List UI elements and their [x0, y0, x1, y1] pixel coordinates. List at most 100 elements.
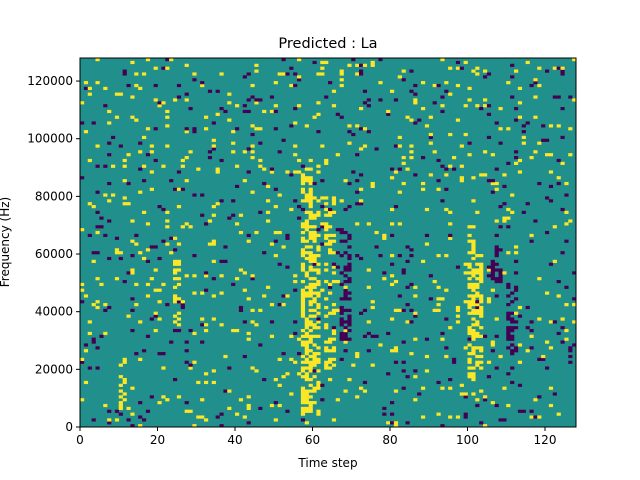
- heatmap-cell: [401, 369, 406, 373]
- heatmap-cell: [176, 95, 182, 99]
- heatmap-cell: [266, 199, 271, 203]
- heatmap-cell: [293, 279, 298, 284]
- heatmap-cell: [510, 300, 515, 304]
- heatmap-cell: [161, 207, 166, 212]
- heatmap-cell: [471, 300, 476, 304]
- heatmap-cell: [273, 377, 278, 382]
- heatmap-cell: [107, 109, 112, 114]
- y-tick-label: 120000: [27, 74, 73, 88]
- heatmap-cell: [269, 303, 275, 307]
- heatmap-cell: [475, 104, 480, 108]
- heatmap-cell: [362, 380, 368, 385]
- heatmap-cell: [378, 343, 383, 347]
- heatmap-cell: [254, 323, 259, 327]
- heatmap-cell: [351, 170, 356, 174]
- heatmap-cell: [541, 124, 546, 128]
- heatmap-cell: [122, 158, 127, 163]
- heatmap-cell: [242, 320, 247, 324]
- heatmap-cell: [231, 199, 236, 203]
- heatmap-cell: [401, 181, 406, 186]
- heatmap-cell: [479, 277, 484, 281]
- heatmap-cell: [223, 109, 228, 114]
- heatmap-cell: [142, 256, 147, 261]
- heatmap-cell: [312, 285, 317, 289]
- heatmap-cell: [300, 239, 306, 243]
- heatmap-cell: [223, 259, 228, 263]
- heatmap-cell: [514, 285, 519, 289]
- heatmap-cell: [300, 173, 306, 177]
- heatmap-cell: [114, 251, 120, 255]
- heatmap-cell: [304, 401, 309, 405]
- heatmap-cell: [471, 331, 476, 336]
- heatmap-cell: [91, 303, 96, 307]
- heatmap-cell: [331, 349, 337, 353]
- heatmap-cell: [475, 66, 480, 70]
- heatmap-cell: [390, 421, 395, 425]
- heatmap-cell: [324, 213, 329, 217]
- heatmap-cell: [421, 81, 426, 85]
- heatmap-cell: [386, 109, 391, 114]
- heatmap-cell: [331, 303, 337, 307]
- heatmap-cell: [506, 334, 511, 338]
- heatmap-cell: [471, 392, 476, 396]
- heatmap-cell: [80, 300, 85, 304]
- heatmap-cell: [269, 242, 275, 246]
- heatmap-cell: [300, 369, 306, 373]
- heatmap-cell: [331, 328, 337, 333]
- heatmap-cell: [556, 95, 561, 99]
- heatmap-cell: [184, 222, 189, 226]
- heatmap-cell: [560, 135, 565, 140]
- heatmap-cell: [537, 181, 542, 186]
- heatmap-cell: [293, 320, 298, 324]
- heatmap-cell: [320, 196, 325, 200]
- heatmap-cell: [142, 179, 147, 183]
- heatmap-cell: [91, 259, 96, 263]
- heatmap-cell: [537, 66, 542, 70]
- heatmap-cell: [227, 366, 232, 370]
- heatmap-cell: [324, 323, 329, 327]
- heatmap-cell: [173, 187, 178, 191]
- heatmap-cell: [494, 277, 499, 281]
- heatmap-cell: [289, 334, 294, 338]
- heatmap-cell: [308, 369, 313, 373]
- heatmap-cell: [374, 147, 379, 151]
- heatmap-cell: [432, 279, 437, 284]
- heatmap-cell: [316, 360, 321, 364]
- heatmap-cell: [176, 323, 182, 327]
- heatmap-cell: [455, 308, 461, 312]
- heatmap-cell: [459, 179, 464, 183]
- heatmap-cell: [506, 331, 511, 336]
- heatmap-cell: [471, 69, 476, 73]
- heatmap-cell: [494, 366, 499, 370]
- heatmap-cell: [359, 256, 364, 261]
- heatmap-cell: [432, 83, 437, 88]
- heatmap-cell: [514, 311, 519, 315]
- heatmap-cell: [169, 340, 174, 344]
- heatmap-cell: [304, 406, 309, 410]
- heatmap-cell: [246, 72, 251, 76]
- heatmap-cell: [188, 150, 193, 154]
- heatmap-cell: [149, 277, 154, 281]
- heatmap-cell: [246, 170, 251, 174]
- heatmap-cell: [235, 277, 240, 281]
- heatmap-cell: [316, 334, 321, 338]
- heatmap-cell: [219, 107, 224, 111]
- heatmap-cell: [506, 127, 511, 131]
- heatmap-cell: [316, 213, 321, 217]
- heatmap-cell: [107, 256, 112, 261]
- heatmap-cell: [490, 340, 495, 344]
- heatmap-cell: [331, 233, 337, 238]
- heatmap-cell: [455, 60, 461, 65]
- heatmap-cell: [564, 193, 569, 197]
- heatmap-cell: [444, 173, 449, 177]
- heatmap-cell: [471, 334, 476, 338]
- heatmap-cell: [289, 207, 294, 212]
- heatmap-cell: [545, 291, 550, 295]
- heatmap-cell: [564, 285, 569, 289]
- heatmap-cell: [308, 268, 313, 272]
- heatmap-cell: [304, 239, 309, 243]
- heatmap-cell: [331, 199, 337, 203]
- heatmap-cell: [149, 395, 154, 399]
- heatmap-cell: [335, 228, 340, 232]
- heatmap-cell: [200, 340, 205, 344]
